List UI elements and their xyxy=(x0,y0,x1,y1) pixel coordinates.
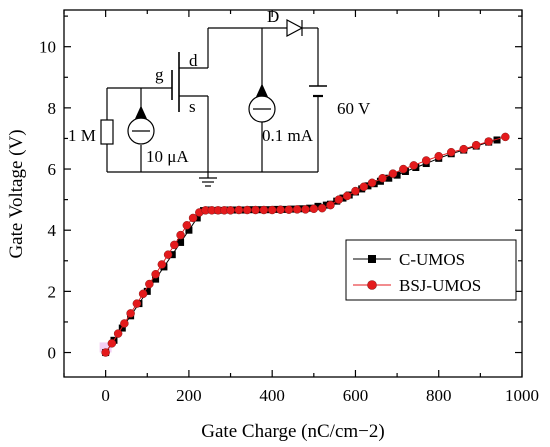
data-point xyxy=(434,151,443,161)
y-tick-label: 6 xyxy=(48,160,57,179)
label-diode: D xyxy=(267,7,279,26)
y-tick-label: 2 xyxy=(48,282,57,301)
data-point xyxy=(314,202,322,210)
y-tick-label: 10 xyxy=(39,38,56,57)
data-point xyxy=(284,205,294,214)
diode-icon xyxy=(286,19,304,37)
y-tick-label: 0 xyxy=(48,344,57,363)
circuit-labels: D g d s 1 M 10 μA 0.1 mA 60 V xyxy=(68,7,371,166)
data-point xyxy=(493,136,501,144)
label-gate: g xyxy=(155,65,164,84)
data-point xyxy=(276,205,285,214)
data-point xyxy=(388,169,398,178)
x-tick-label: 1000 xyxy=(505,386,539,405)
x-tick-label: 0 xyxy=(101,386,110,405)
data-point xyxy=(385,174,393,182)
x-tick-label: 800 xyxy=(426,386,452,405)
data-point xyxy=(234,205,244,215)
data-layer xyxy=(99,132,510,357)
legend-marker-c-umos xyxy=(368,255,376,263)
data-point xyxy=(359,182,369,192)
data-point xyxy=(182,221,192,230)
data-point xyxy=(342,191,352,201)
data-point xyxy=(120,319,129,328)
data-point xyxy=(292,205,302,214)
data-point xyxy=(151,269,160,279)
left-current-arrow-icon xyxy=(135,105,147,119)
data-point xyxy=(399,164,408,174)
data-point xyxy=(351,186,360,196)
data-point xyxy=(421,156,431,165)
legend-label-c-umos: C-UMOS xyxy=(399,250,465,269)
right-current-arrow-icon xyxy=(256,83,268,97)
data-point xyxy=(459,144,468,154)
data-point xyxy=(446,147,456,157)
data-point xyxy=(309,204,319,214)
data-point xyxy=(113,329,123,338)
data-point xyxy=(185,226,193,234)
x-tick-label: 600 xyxy=(343,386,369,405)
x-tick-label: 200 xyxy=(176,386,202,405)
data-point xyxy=(132,299,142,308)
legend: C-UMOS BSJ-UMOS xyxy=(345,239,517,301)
plot-frame xyxy=(63,9,523,378)
data-point xyxy=(471,140,481,150)
data-point xyxy=(501,132,510,142)
data-point xyxy=(259,205,269,215)
y-axis-title: Gate Voltage (V) xyxy=(6,129,27,258)
label-current-0-1ma: 0.1 mA xyxy=(262,126,314,145)
legend-box xyxy=(345,239,517,301)
origin-highlight xyxy=(99,342,112,353)
legend-label-bsj-umos: BSJ-UMOS xyxy=(399,276,481,295)
data-point xyxy=(364,182,372,190)
data-point xyxy=(226,206,235,215)
data-point xyxy=(409,161,418,170)
data-point xyxy=(145,279,154,289)
data-point xyxy=(267,205,277,215)
label-source: s xyxy=(189,97,196,116)
data-point xyxy=(484,137,493,146)
axes-layer: 0 200 400 600 800 1000 0 2 4 6 8 10 xyxy=(39,10,539,405)
data-point xyxy=(326,200,335,210)
data-point xyxy=(393,171,401,179)
data-point xyxy=(367,178,377,188)
data-point xyxy=(152,275,160,283)
data-point xyxy=(334,195,344,204)
data-point xyxy=(118,324,126,332)
x-axis-title: Gate Charge (nC/cm−2) xyxy=(201,421,384,442)
data-point xyxy=(317,203,327,213)
data-point xyxy=(107,339,117,348)
data-point xyxy=(126,309,135,318)
x-tick-label: 400 xyxy=(259,386,285,405)
series-bsj-umos xyxy=(101,132,510,357)
resistor xyxy=(100,119,114,145)
data-point xyxy=(176,230,185,240)
y-tick-label: 8 xyxy=(48,99,57,118)
data-point xyxy=(378,173,387,183)
y-tick-label: 4 xyxy=(48,221,57,240)
data-point xyxy=(251,205,260,215)
legend-marker-bsj-umos xyxy=(367,280,377,290)
label-current-10ua: 10 μA xyxy=(146,147,189,166)
data-point xyxy=(188,213,198,223)
label-drain: d xyxy=(189,51,198,70)
data-point xyxy=(157,260,167,269)
data-point xyxy=(170,240,179,250)
label-voltage-60v: 60 V xyxy=(337,99,371,118)
label-resistor: 1 M xyxy=(68,126,96,145)
circuit-inset xyxy=(100,19,327,187)
data-point xyxy=(138,289,148,299)
data-point xyxy=(177,238,185,246)
data-point xyxy=(143,287,151,295)
data-point xyxy=(163,250,173,259)
data-point xyxy=(242,205,252,215)
data-point xyxy=(101,348,110,357)
data-point xyxy=(301,205,310,214)
